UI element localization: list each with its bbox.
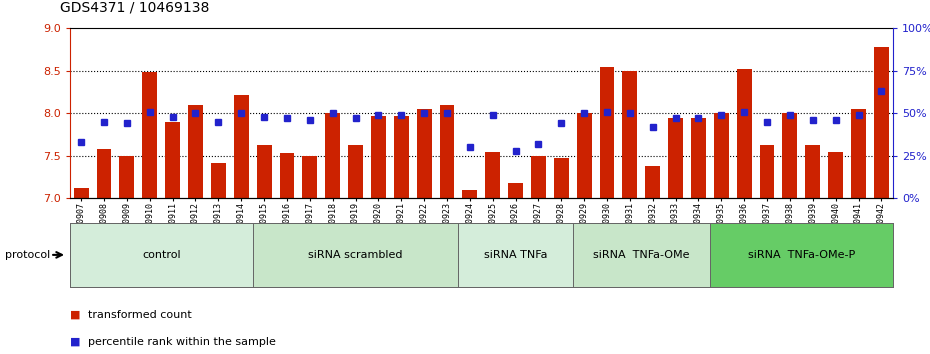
Text: protocol: protocol <box>5 250 50 260</box>
Bar <box>710 223 893 287</box>
Bar <box>668 118 683 198</box>
Bar <box>458 223 573 287</box>
Bar <box>737 69 751 198</box>
Text: transformed count: transformed count <box>88 310 193 320</box>
Bar <box>829 152 844 198</box>
Text: siRNA scrambled: siRNA scrambled <box>308 250 403 260</box>
Bar <box>805 145 820 198</box>
Bar <box>253 223 458 287</box>
Text: GDS4371 / 10469138: GDS4371 / 10469138 <box>60 0 210 14</box>
Bar <box>371 116 386 198</box>
Bar <box>573 223 710 287</box>
Bar <box>622 71 637 198</box>
Bar <box>257 145 272 198</box>
Bar <box>554 158 569 198</box>
Bar <box>577 113 591 198</box>
Bar <box>508 183 523 198</box>
Bar <box>73 188 88 198</box>
Bar <box>485 152 500 198</box>
Bar <box>440 105 455 198</box>
Text: siRNA  TNFa-OMe-P: siRNA TNFa-OMe-P <box>748 250 855 260</box>
Bar <box>645 166 660 198</box>
Bar <box>600 67 615 198</box>
Bar <box>714 113 729 198</box>
Bar <box>531 156 546 198</box>
Bar <box>782 113 797 198</box>
Bar <box>166 122 180 198</box>
Bar <box>70 223 253 287</box>
Text: siRNA  TNFa-OMe: siRNA TNFa-OMe <box>593 250 689 260</box>
Bar <box>691 118 706 198</box>
Text: percentile rank within the sample: percentile rank within the sample <box>88 337 276 347</box>
Bar <box>119 156 134 198</box>
Bar <box>142 73 157 198</box>
Bar <box>874 47 889 198</box>
Bar <box>348 145 363 198</box>
Bar <box>302 156 317 198</box>
Bar <box>393 116 408 198</box>
Bar <box>211 162 226 198</box>
Bar <box>417 109 432 198</box>
Bar <box>188 105 203 198</box>
Bar <box>326 113 340 198</box>
Bar <box>462 190 477 198</box>
Text: ■: ■ <box>70 310 80 320</box>
Bar <box>851 109 866 198</box>
Bar <box>97 149 112 198</box>
Text: control: control <box>142 250 180 260</box>
Text: ■: ■ <box>70 337 80 347</box>
Bar <box>233 95 248 198</box>
Bar <box>760 145 775 198</box>
Text: siRNA TNFa: siRNA TNFa <box>484 250 548 260</box>
Bar <box>280 153 295 198</box>
